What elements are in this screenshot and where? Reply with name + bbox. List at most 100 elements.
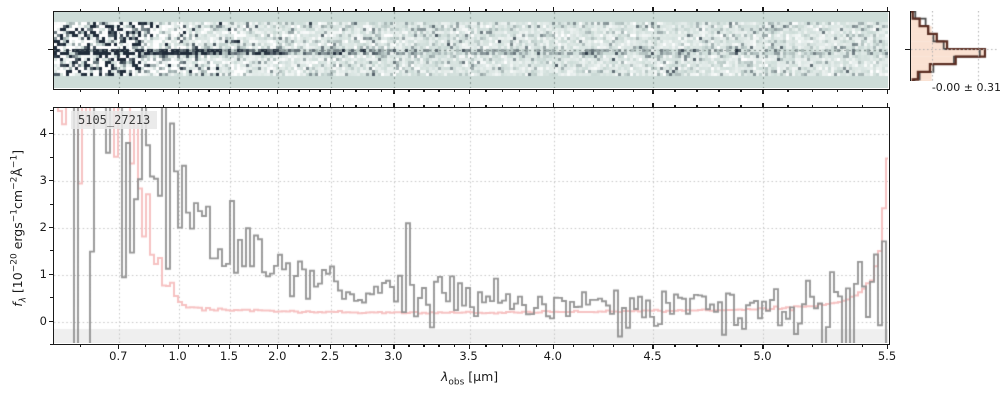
axis-tick [198,90,200,93]
axis-tick [228,90,231,94]
axis-tick [287,345,289,348]
axis-tick [257,345,260,348]
axis-tick [502,90,504,93]
axis-tick [592,345,594,348]
axis-tick [812,345,814,348]
axis-tick [355,345,357,348]
x-tick-label: 1.0 [168,349,187,363]
axis-tick [718,345,720,348]
axis-tick [674,90,676,93]
axis-tick [144,345,146,348]
axis-tick [740,90,742,93]
x-axis-symbol: λ [441,369,449,384]
axis-tick [552,345,554,349]
axis-tick [592,90,594,93]
axis-tick [218,90,220,93]
axis-tick [632,90,634,93]
axis-tick [519,90,521,93]
axis-tick [257,90,260,93]
axis-tick [652,90,654,94]
axis-tick [887,345,889,349]
axis-tick [762,90,764,94]
y-axis-e3: −2 [9,176,20,190]
x-tick-label: 3.5 [459,349,478,363]
axis-tick [408,345,410,348]
axis-tick [368,90,370,93]
axis-tick [319,345,321,348]
axis-tick [485,90,487,93]
spectrum-1d-canvas [54,108,888,343]
axis-tick [572,345,574,348]
axis-tick [187,90,190,93]
axis-tick [438,90,440,93]
axis-tick [277,345,279,349]
spectrum-1d-panel [53,107,890,345]
axis-tick [485,345,487,348]
axis-tick [330,90,332,94]
axis-tick [267,90,269,93]
axis-tick [198,345,200,348]
axis-tick [218,345,220,348]
spatial-profile-canvas [911,11,997,87]
axis-tick [355,90,357,93]
y-axis-t2: ergs [9,222,25,254]
x-tick-label: 2.5 [320,349,340,363]
x-tick-label: 3.0 [384,349,403,363]
axis-tick [342,90,344,93]
axis-tick [535,90,538,93]
y-axis-t1: [10 [9,272,25,298]
axis-tick [423,345,425,348]
axis-tick [812,90,814,93]
axis-tick [368,345,370,348]
x-axis-label: λobs [μm] [441,369,498,388]
x-tick-label: 4.5 [643,349,662,363]
axis-tick [572,90,574,93]
y-axis-t4: Å [9,168,25,177]
axis-tick [177,345,179,349]
y-axis-e4: −1 [9,154,20,169]
axis-tick [502,345,504,348]
axis-tick [298,90,300,93]
axis-tick [787,345,789,348]
axis-tick [208,90,210,93]
profile-stats-label: -0.00 ± 0.31 [908,81,1000,94]
x-tick-label: 0.7 [109,349,128,363]
x-tick-label: 4.0 [543,349,562,363]
axis-tick [423,90,425,93]
x-tick-label: 1.5 [219,349,239,363]
axis-tick [393,90,395,94]
axis-tick [342,345,344,348]
axis-tick [862,345,864,348]
y-axis-e2: −1 [9,208,20,223]
axis-tick [393,345,395,349]
y-axis-symbol: f [9,302,25,307]
axis-tick [535,345,538,348]
axis-tick [632,345,634,348]
y-axis-e1: −20 [9,253,20,273]
axis-tick [696,90,698,93]
axis-tick [287,90,289,93]
axis-tick [79,345,82,348]
axis-tick [319,90,321,93]
x-tick-label: 2.0 [268,349,287,363]
axis-tick [308,90,311,93]
axis-tick [468,90,470,94]
axis-tick [248,90,250,93]
axis-tick [162,345,164,348]
axis-tick [674,345,676,348]
axis-tick [267,345,269,348]
axis-tick [238,345,240,348]
axis-tick [453,90,455,93]
x-axis-unit: [μm] [464,369,499,384]
axis-tick [79,90,82,93]
axis-tick [468,345,470,349]
axis-tick [837,90,839,93]
axis-tick [519,345,521,348]
axis-tick [118,345,120,349]
y-axis-label: fλ [10−20 ergs−1cm−2Å−1] [10,113,29,343]
axis-tick [298,345,300,348]
axis-tick [177,90,179,94]
spectrum-2d-panel [53,11,890,90]
axis-tick [612,90,614,93]
